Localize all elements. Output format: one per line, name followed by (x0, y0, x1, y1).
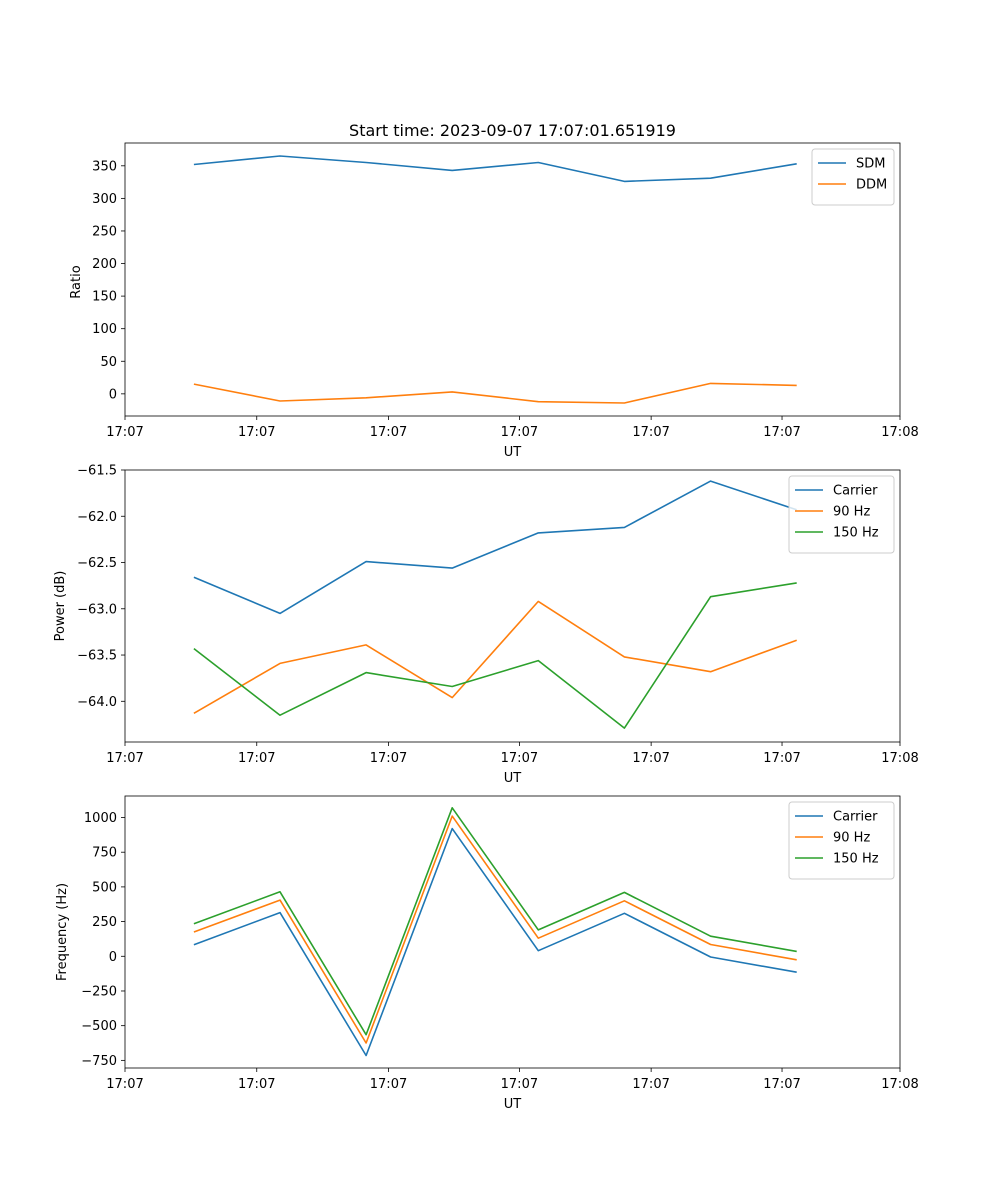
ratio-x-tick-label: 17:07 (106, 425, 143, 440)
power-legend: Carrier 90 Hz 150 Hz (788, 475, 895, 554)
power-legend-90-hz-label: 90 Hz (833, 505, 870, 520)
power-x-axis-label: UT (504, 771, 522, 786)
power-carrier-series-line (193, 480, 797, 615)
frequency-y-axis-label: Frequency (Hz) (55, 883, 70, 981)
power-legend-frame (788, 475, 895, 554)
frequency-y-tick-label: −750 (81, 1054, 117, 1069)
power-x-tick-label: 17:07 (632, 751, 669, 766)
power-legend-150-hz-label: 150 Hz (833, 526, 879, 541)
ratio-x-tick-label: 17:07 (238, 425, 275, 440)
ratio-axes-frame (124, 142, 901, 417)
ratio-y-axis-label: Ratio (69, 265, 84, 298)
frequency-legend-150-hz-label: 150 Hz (833, 852, 879, 867)
power-y-axis-label: Power (dB) (53, 571, 68, 642)
ratio-y-tick-label: 250 (92, 224, 117, 239)
power-axes-frame (124, 469, 901, 743)
frequency-x-tick-label: 17:07 (238, 1077, 275, 1092)
power-y-tick-label: −63.0 (77, 602, 117, 617)
power-y-tick-label: −62.0 (77, 510, 117, 525)
ratio-sdm-series-line (193, 155, 797, 183)
ratio-y-tick-label: 150 (92, 290, 117, 305)
ratio-legend-ddm-label: DDM (856, 178, 887, 193)
ratio-x-tick-label: 17:07 (370, 425, 407, 440)
frequency-axes-frame (124, 795, 901, 1069)
ratio-y-tick-label: 200 (92, 257, 117, 272)
ratio-x-tick-label: 17:07 (763, 425, 800, 440)
frequency-legend-frame (788, 801, 895, 880)
ratio-x-tick-label: 17:08 (881, 425, 918, 440)
power-y-tick-label: −63.5 (77, 649, 117, 664)
frequency-y-tick-label: 1000 (84, 811, 117, 826)
chart-title: Start time: 2023-09-07 17:07:01.651919 (349, 121, 676, 140)
frequency-x-tick-label: 17:07 (501, 1077, 538, 1092)
power-x-tick-label: 17:07 (238, 751, 275, 766)
frequency-x-tick-label: 17:08 (881, 1077, 918, 1092)
ratio-y-tick-label: 100 (92, 322, 117, 337)
frequency-y-tick-label: −250 (81, 984, 117, 999)
frequency-90-hz-series-line (193, 815, 797, 1044)
frequency-carrier-series-line (193, 827, 797, 1057)
power-legend-carrier-label: Carrier (833, 484, 878, 499)
frequency-legend-carrier-label: Carrier (833, 810, 878, 825)
ratio-x-tick-label: 17:07 (501, 425, 538, 440)
frequency-y-tick-label: 750 (92, 846, 117, 861)
power-150-hz-series-line (193, 582, 797, 729)
ratio-ddm-series-line (193, 382, 797, 404)
ratio-x-axis-label: UT (504, 445, 522, 460)
ratio-x-tick-label: 17:07 (632, 425, 669, 440)
ratio-y-tick-label: 50 (100, 355, 117, 370)
frequency-x-tick-label: 17:07 (632, 1077, 669, 1092)
frequency-y-tick-label: −500 (81, 1019, 117, 1034)
frequency-subplot: Frequency (Hz) UT 1000 750 500 250 0 −250 −500… (55, 795, 919, 1112)
ratio-legend-sdm-label: SDM (856, 157, 885, 172)
frequency-legend-90-hz-label: 90 Hz (833, 831, 870, 846)
power-x-tick-label: 17:07 (501, 751, 538, 766)
frequency-y-tick-label: 250 (92, 915, 117, 930)
ratio-subplot: Start time: 2023-09-07 17:07:01.651919 R… (69, 121, 919, 460)
power-x-tick-label: 17:08 (881, 751, 918, 766)
power-x-tick-label: 17:07 (370, 751, 407, 766)
frequency-y-tick-label: 500 (92, 880, 117, 895)
power-x-tick-label: 17:07 (106, 751, 143, 766)
frequency-x-tick-label: 17:07 (370, 1077, 407, 1092)
frequency-legend: Carrier 90 Hz 150 Hz (788, 801, 895, 880)
ratio-y-tick-label: 350 (92, 159, 117, 174)
power-90-hz-series-line (193, 600, 797, 714)
ratio-y-tick-label: 0 (109, 387, 117, 402)
frequency-150-hz-series-line (193, 806, 797, 1036)
power-y-tick-label: −61.5 (77, 464, 117, 479)
frequency-x-tick-label: 17:07 (763, 1077, 800, 1092)
power-subplot: Power (dB) UT −61.5 −62.0 −62.5 −63.0 −63.5 −… (53, 464, 919, 787)
frequency-x-tick-label: 17:07 (106, 1077, 143, 1092)
frequency-y-tick-label: 0 (109, 950, 117, 965)
frequency-x-axis-label: UT (504, 1097, 522, 1112)
ratio-y-tick-label: 300 (92, 192, 117, 207)
power-x-tick-label: 17:07 (763, 751, 800, 766)
ratio-legend: SDM DDM (811, 148, 895, 206)
power-y-tick-label: −64.0 (77, 695, 117, 710)
power-y-tick-label: −62.5 (77, 556, 117, 571)
